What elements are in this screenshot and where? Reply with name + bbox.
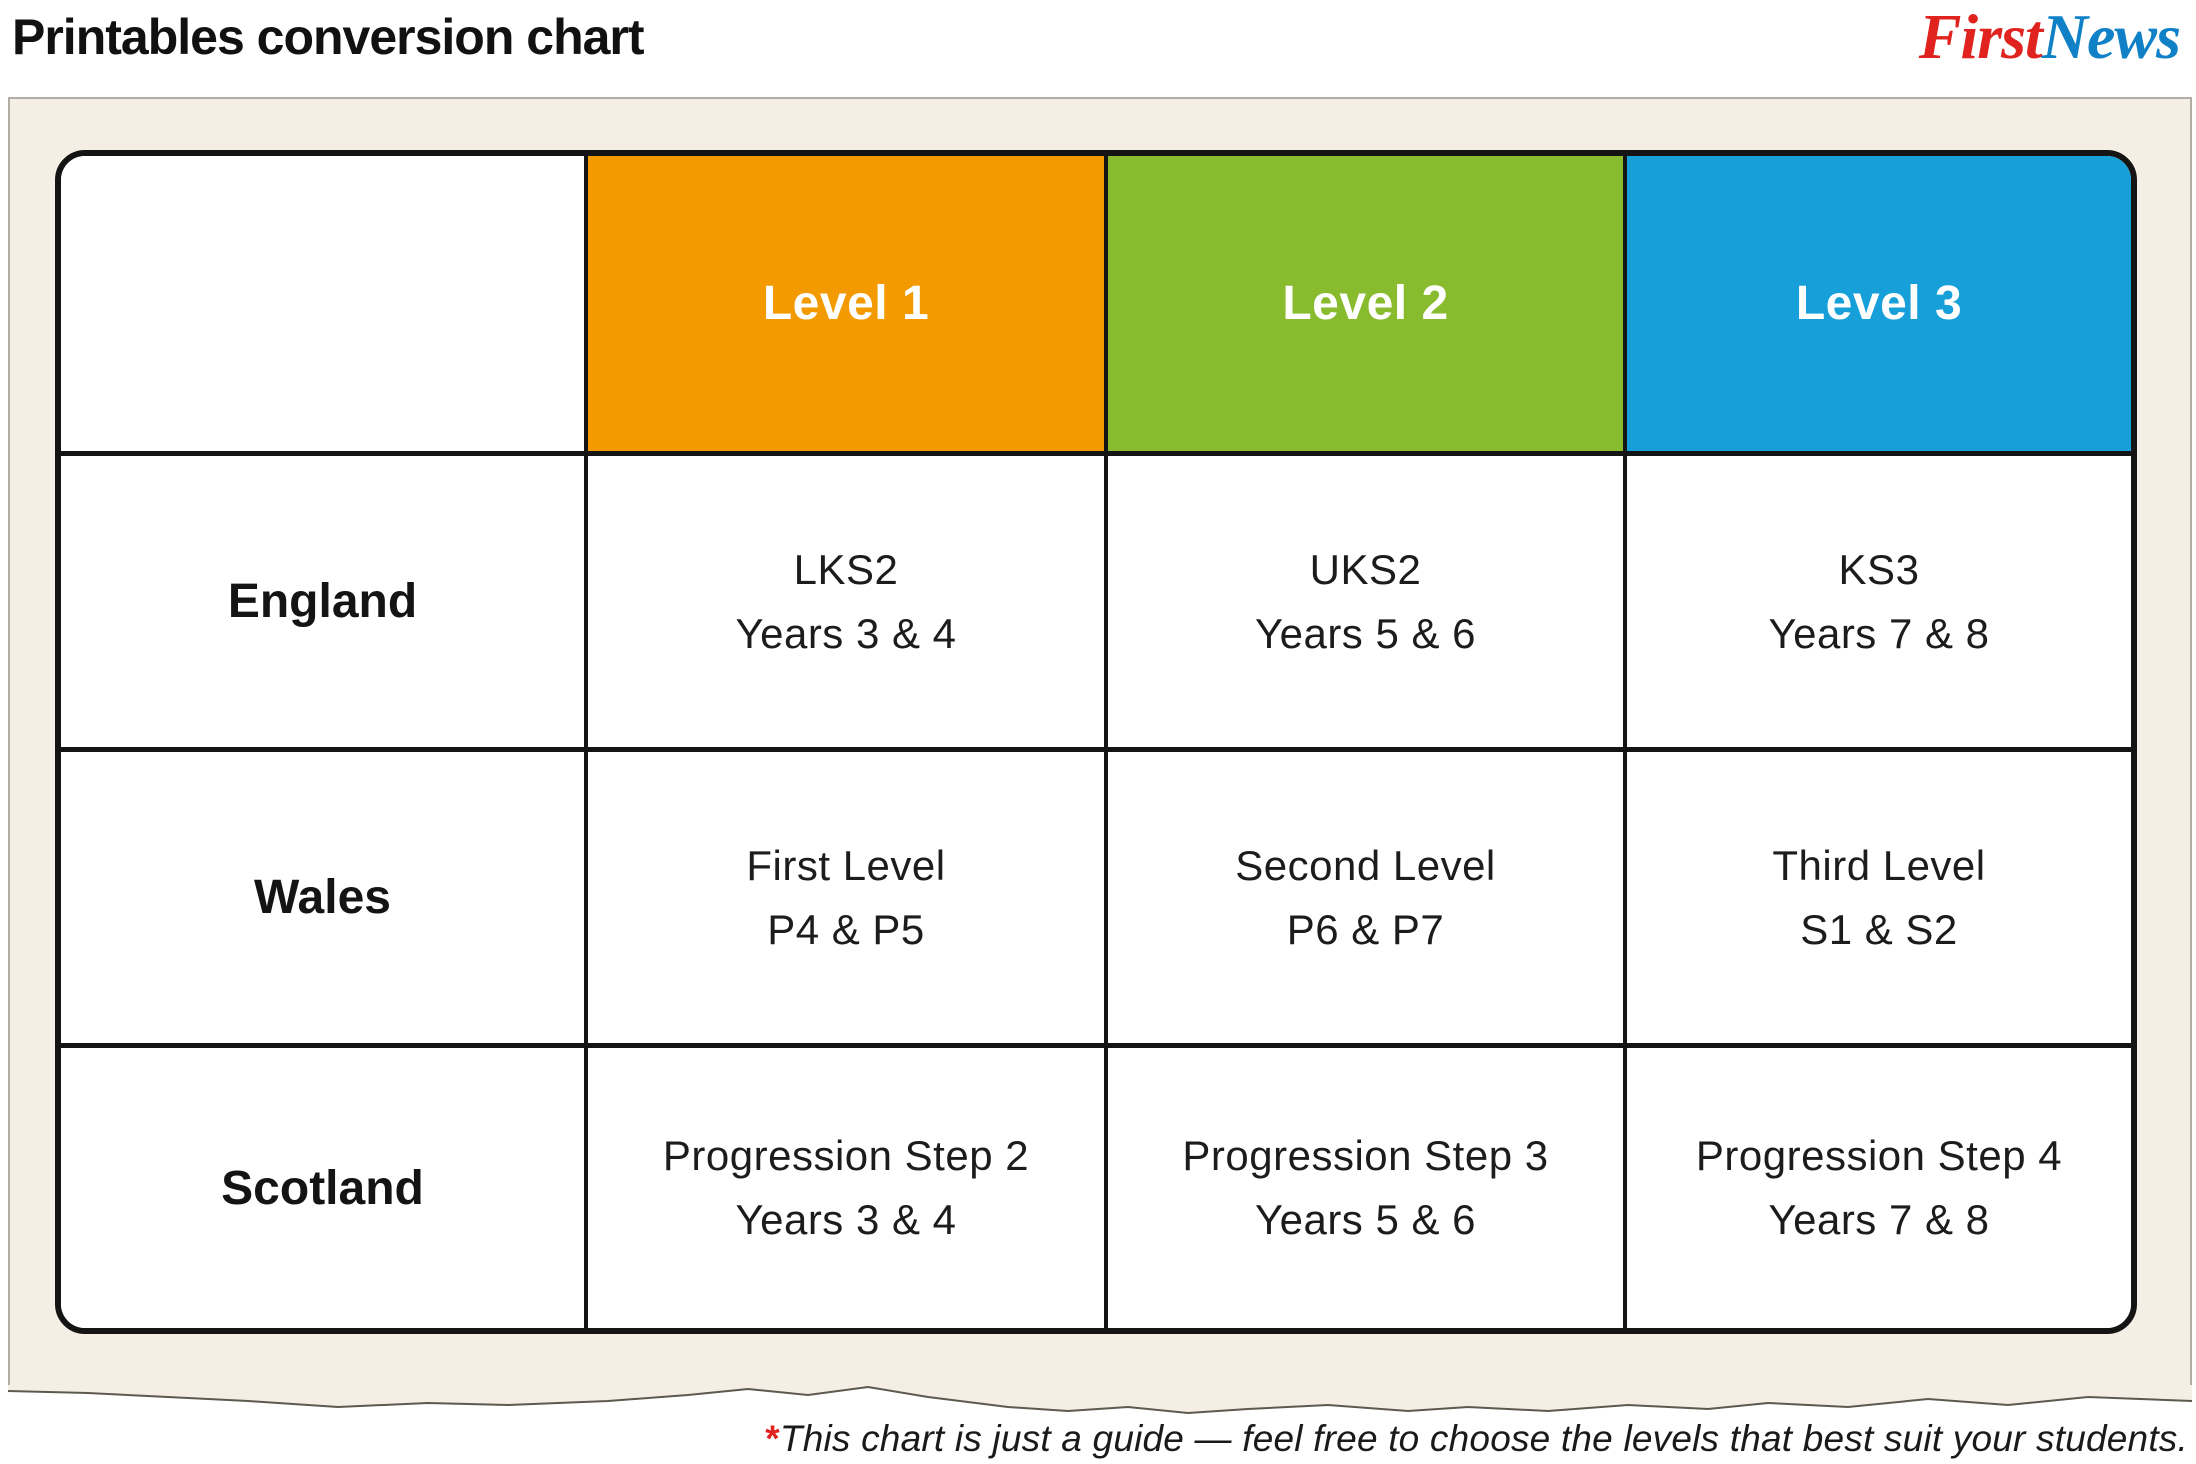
column-header-level-2: Level 2 <box>1104 156 1623 451</box>
column-header-level-3: Level 3 <box>1623 156 2131 451</box>
table-cell-england-level-1: LKS2 Years 3 & 4 <box>584 451 1104 747</box>
column-header-label: Level 1 <box>762 277 930 330</box>
row-header-label: Scotland <box>221 1161 424 1215</box>
cell-line-2: S1 & S2 <box>1800 905 1958 953</box>
cell-line-1: KS3 <box>1838 545 1920 593</box>
cell-line-2: Years 5 & 6 <box>1254 1196 1477 1243</box>
table-cell-wales-level-3: Third Level S1 & S2 <box>1623 747 2131 1043</box>
table-cell-england-level-3: KS3 Years 7 & 8 <box>1623 451 2131 747</box>
table-cell-wales-level-2: Second Level P6 & P7 <box>1104 747 1623 1043</box>
conversion-table: Level 1 Level 2 Level 3 England LKS2 Yea… <box>55 150 2137 1334</box>
cell-line-2: Years 5 & 6 <box>1254 609 1477 657</box>
cell-line-1: LKS2 <box>793 545 899 593</box>
footnote-asterisk: * <box>765 1418 780 1459</box>
row-header-england: England <box>61 451 584 747</box>
table-cell-england-level-2: UKS2 Years 5 & 6 <box>1104 451 1623 747</box>
cell-line-1: Second Level <box>1235 841 1496 889</box>
cell-line-1: Progression Step 3 <box>1182 1132 1549 1180</box>
table-cell-wales-level-1: First Level P4 & P5 <box>584 747 1104 1043</box>
corner-cell <box>61 156 584 451</box>
page-title: Printables conversion chart <box>12 9 645 65</box>
footnote: *This chart is just a guide — feel free … <box>88 1418 2188 1460</box>
table-cell-scotland-level-3: Progression Step 4 Years 7 & 8 <box>1623 1043 2131 1328</box>
cell-line-1: First Level <box>746 841 946 889</box>
torn-paper-edge <box>8 1385 2192 1415</box>
logo-news-word: News <box>2041 1 2181 72</box>
cell-line-1: Third Level <box>1772 841 1986 889</box>
row-header-scotland: Scotland <box>61 1043 584 1328</box>
column-header-level-1: Level 1 <box>584 156 1104 451</box>
cell-line-2: P4 & P5 <box>767 905 925 953</box>
row-header-label: Wales <box>254 871 391 924</box>
row-header-label: England <box>227 575 418 628</box>
cell-line-2: Years 7 & 8 <box>1768 1196 1990 1243</box>
cell-line-2: Years 3 & 4 <box>735 609 957 657</box>
column-header-label: Level 2 <box>1282 277 1449 330</box>
logo-first-word: First <box>1918 1 2043 72</box>
row-header-wales: Wales <box>61 747 584 1043</box>
footnote-text: This chart is just a guide — feel free t… <box>779 1418 2188 1459</box>
firstnews-logo: FirstNews <box>1918 0 2181 74</box>
cell-line-2: Years 3 & 4 <box>735 1196 957 1243</box>
cell-line-1: Progression Step 4 <box>1695 1132 2063 1180</box>
table-cell-scotland-level-2: Progression Step 3 Years 5 & 6 <box>1104 1043 1623 1328</box>
cell-line-2: P6 & P7 <box>1286 905 1445 953</box>
column-header-label: Level 3 <box>1795 277 1963 330</box>
cell-line-2: Years 7 & 8 <box>1768 609 1990 657</box>
table-cell-scotland-level-1: Progression Step 2 Years 3 & 4 <box>584 1043 1104 1328</box>
cell-line-1: Progression Step 2 <box>662 1132 1030 1180</box>
cell-line-1: UKS2 <box>1309 545 1422 593</box>
